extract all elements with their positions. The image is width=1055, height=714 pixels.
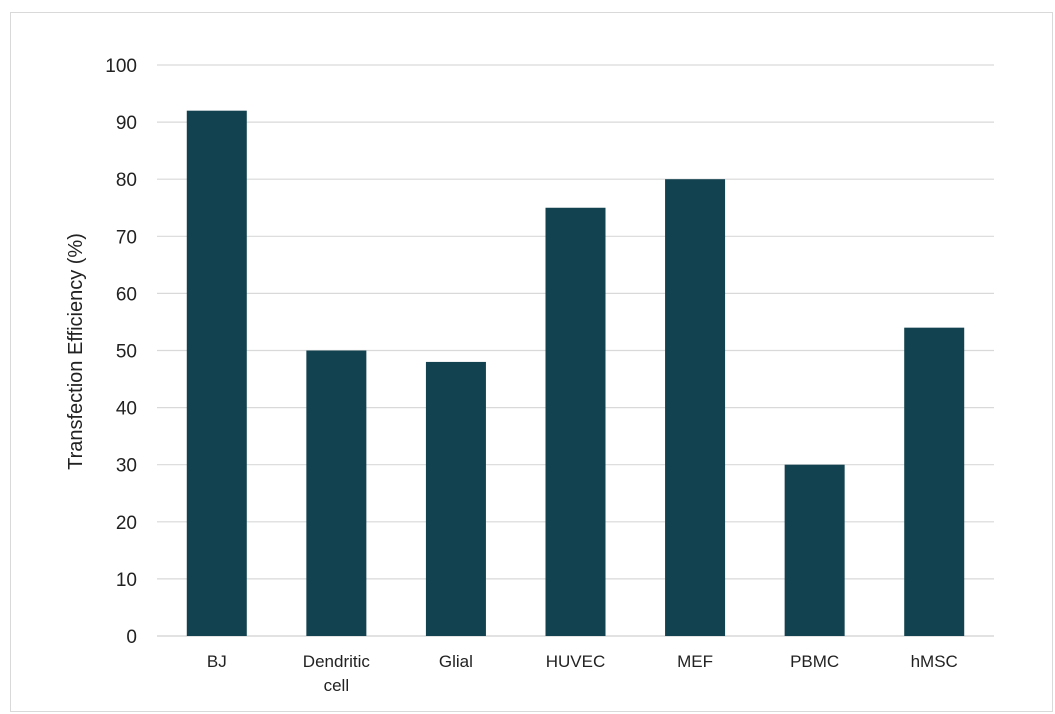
x-category-label: HUVEC bbox=[546, 652, 606, 671]
x-category-label: BJ bbox=[207, 652, 227, 671]
bar-pbmc bbox=[784, 464, 845, 636]
y-tick-label: 90 bbox=[116, 113, 137, 134]
bar-mef bbox=[665, 179, 726, 636]
bar-bj bbox=[186, 110, 247, 637]
y-tick-label: 40 bbox=[116, 399, 137, 420]
bar-huvec bbox=[545, 207, 606, 636]
y-tick-label: 10 bbox=[116, 570, 137, 591]
bar-glial bbox=[425, 361, 486, 636]
x-category-label: hMSC bbox=[911, 652, 958, 671]
y-tick-label: 50 bbox=[116, 342, 137, 363]
bar-dendritic-cell bbox=[306, 350, 367, 636]
y-tick-label: 0 bbox=[126, 627, 137, 648]
x-category-label: PBMC bbox=[790, 652, 839, 671]
bar-hmsc bbox=[904, 327, 965, 636]
gridlines bbox=[157, 64, 994, 637]
y-tick-labels: 0 10 20 30 40 50 60 70 80 90 100 bbox=[105, 56, 137, 648]
y-tick-label: 20 bbox=[116, 513, 137, 534]
x-category-label: Dendritic cell bbox=[303, 652, 371, 695]
x-category-label: MEF bbox=[677, 652, 713, 671]
x-category-label: Glial bbox=[439, 652, 473, 671]
y-tick-label: 100 bbox=[105, 56, 137, 77]
x-category-labels: BJ Dendritic cell Glial HUVEC MEF PBMC hMSC bbox=[207, 652, 958, 695]
y-tick-label: 60 bbox=[116, 284, 137, 305]
y-axis-title: Transfection Efficiency (%) bbox=[65, 233, 87, 470]
y-tick-label: 80 bbox=[116, 170, 137, 191]
bars bbox=[186, 110, 965, 637]
chart-frame bbox=[10, 12, 1053, 712]
y-tick-label: 30 bbox=[116, 456, 137, 477]
y-tick-label: 70 bbox=[116, 227, 137, 248]
